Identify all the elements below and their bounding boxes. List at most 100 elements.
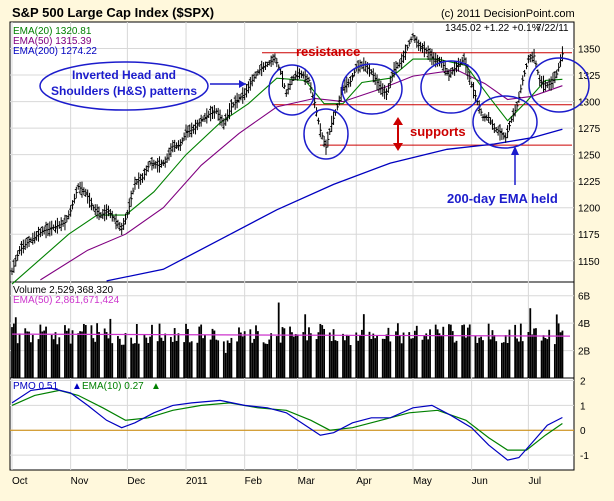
volume-bar	[209, 339, 212, 378]
volume-bar	[448, 324, 450, 378]
volume-bar	[266, 343, 269, 378]
volume-bar	[28, 331, 30, 378]
volume-bar	[226, 340, 229, 378]
volume-bar	[268, 339, 271, 378]
volume-bar	[425, 333, 428, 378]
last-quote: 1345.02 +1.22 +0.1%	[445, 23, 541, 34]
volume-bar	[241, 336, 244, 378]
volume-bar	[156, 341, 159, 378]
hs-label-ellipse	[39, 61, 209, 111]
tick-labels: 1350 1325 1300 1275 1250 1225 1200 1175 1150 6B 4B…	[12, 45, 601, 487]
volume-bar	[342, 333, 344, 378]
volume-bar	[26, 331, 29, 378]
volume-bar	[330, 341, 333, 378]
volume-bar	[107, 338, 110, 378]
volume-bar	[291, 332, 293, 378]
x-tick-label: 2011	[186, 476, 208, 487]
price-tick-label: 1225	[578, 177, 601, 188]
volume-bar	[400, 343, 403, 378]
volume-bar	[309, 333, 312, 378]
volume-bar	[344, 340, 346, 378]
pattern-ellipse-0	[268, 64, 316, 116]
volume-bar	[236, 341, 238, 378]
volume-bar	[132, 343, 134, 378]
volume-bar	[334, 340, 337, 378]
volume-bar	[82, 323, 85, 378]
x-tick-label: Feb	[245, 476, 263, 487]
volume-bar	[542, 335, 545, 378]
volume-bar	[81, 331, 83, 378]
volume-bar	[200, 324, 203, 378]
pmo-layer	[10, 387, 574, 461]
volume-bar	[143, 334, 146, 378]
volume-bar	[504, 335, 507, 378]
volume-bar	[304, 314, 307, 378]
volume-bar	[319, 323, 322, 378]
volume-bar	[372, 333, 375, 378]
volume-bar	[468, 324, 471, 378]
volume-bar	[321, 325, 324, 378]
volume-bar	[251, 342, 254, 378]
volume-bar	[215, 339, 218, 378]
volume-bar	[124, 333, 127, 378]
volume-bar	[98, 332, 100, 378]
volume-bar	[211, 328, 214, 378]
volume-bar	[79, 331, 81, 378]
pmo-line	[11, 387, 563, 461]
volume-bar	[164, 333, 167, 378]
x-tick-label: Mar	[298, 476, 316, 487]
volume-bar	[506, 343, 509, 378]
chart-title: S&P 500 Large Cap Index ($SPX)	[12, 5, 214, 20]
volume-bar	[243, 331, 246, 378]
volume-bar	[361, 329, 363, 378]
volume-bar	[480, 336, 482, 378]
volume-bar	[58, 337, 61, 378]
volume-bar	[18, 333, 21, 378]
copyright: (c) 2011 DecisionPoint.com	[441, 8, 575, 20]
volume-bar	[204, 334, 206, 378]
volume-bar	[11, 327, 13, 378]
volume-bar	[130, 337, 133, 378]
legend-pmo: PMO 0.51	[13, 381, 58, 392]
legend-ema200: EMA(200) 1274.22	[13, 46, 97, 57]
hs-label-line: Shoulders (H&S) patterns	[51, 84, 197, 98]
volume-bar	[43, 330, 46, 378]
volume-bar	[270, 333, 273, 378]
pmo-tick-label: 1	[580, 401, 586, 412]
volume-bar	[519, 323, 522, 378]
volume-bar	[96, 323, 99, 378]
volume-bar	[533, 328, 535, 378]
pattern-ellipse-5	[528, 57, 590, 113]
volume-bar	[487, 323, 490, 378]
volume-bar	[449, 324, 452, 378]
volume-bar	[466, 327, 469, 378]
x-tick-label: Oct	[12, 476, 28, 487]
volume-bar	[396, 323, 399, 378]
pmo-up-arrow: ▲	[72, 381, 82, 392]
volume-bar	[41, 331, 44, 378]
hs-patterns-label: Inverted Head and Shoulders (H&S) pattern…	[51, 68, 197, 98]
volume-bar	[109, 318, 112, 378]
volume-bar	[514, 324, 517, 378]
volume-bar	[308, 327, 310, 378]
volume-bar	[173, 328, 176, 378]
legend-pmo-ema: EMA(10) 0.27	[82, 381, 144, 392]
volume-bar	[557, 323, 560, 378]
pattern-ellipse-2	[341, 63, 403, 115]
volume-bar	[30, 342, 32, 378]
legend-volume-ema: EMA(50) 2,861,671,424	[13, 295, 120, 306]
volume-bar	[368, 331, 371, 378]
volume-bar	[118, 338, 121, 378]
volume-bar	[317, 332, 320, 378]
volume-bar	[423, 334, 426, 378]
volume-tick-label: 4B	[578, 319, 591, 330]
volume-bar	[402, 332, 405, 378]
volume-bar	[548, 329, 551, 378]
volume-bar	[516, 338, 518, 378]
ema20-line	[11, 58, 563, 285]
volume-bar	[294, 334, 297, 378]
volume-bar	[535, 328, 537, 378]
volume-bar	[544, 337, 547, 378]
volume-bar	[376, 335, 378, 378]
ema-layer	[11, 58, 563, 285]
